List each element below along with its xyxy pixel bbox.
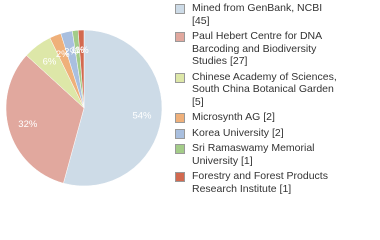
legend: Mined from GenBank, NCBI [45] Paul Hebert…	[173, 2, 373, 198]
legend-item: Paul Hebert Centre for DNA Barcoding and…	[173, 30, 373, 68]
legend-label: Korea University [2]	[192, 126, 284, 139]
legend-label: Forestry and Forest Products Research In…	[192, 170, 328, 195]
slice-label: 1%	[71, 45, 85, 56]
legend-label: Paul Hebert Centre for DNA Barcoding and…	[192, 30, 322, 67]
legend-swatch	[175, 72, 185, 83]
pie-chart: 54%32%6%2%2%1%1%	[5, 29, 163, 187]
legend-item: Mined from GenBank, NCBI [45]	[173, 2, 373, 27]
slice-label: 2%	[56, 49, 70, 60]
legend-swatch	[175, 32, 185, 42]
slice-label: 6%	[43, 56, 57, 67]
legend-item: Forestry and Forest Products Research In…	[173, 170, 373, 195]
legend-label: Chinese Academy of Sciences, South China…	[192, 70, 337, 108]
legend-label: Microsynth AG [2]	[192, 111, 275, 123]
legend-item: Chinese Academy of Sciences, South China…	[173, 71, 373, 109]
legend-item: Microsynth AG [2]	[173, 111, 373, 124]
legend-swatch	[175, 144, 185, 154]
legend-swatch	[175, 4, 185, 14]
legend-label: Mined from GenBank, NCBI [45]	[192, 2, 323, 27]
legend-item: Korea University [2]	[173, 127, 373, 140]
slice-label: 1%	[75, 45, 89, 56]
legend-item: Sri Ramaswamy Memorial University [1]	[173, 142, 373, 167]
pie-slice	[77, 29, 85, 109]
legend-label: Sri Ramaswamy Memorial University [1]	[192, 142, 315, 167]
legend-swatch	[175, 113, 185, 123]
pie-slice	[63, 29, 163, 187]
legend-swatch	[175, 128, 185, 139]
legend-swatch	[175, 172, 185, 182]
slice-label: 2%	[64, 46, 78, 57]
slice-label: 32%	[18, 119, 38, 130]
pie-slice	[5, 55, 85, 184]
slice-label: 54%	[132, 110, 152, 121]
